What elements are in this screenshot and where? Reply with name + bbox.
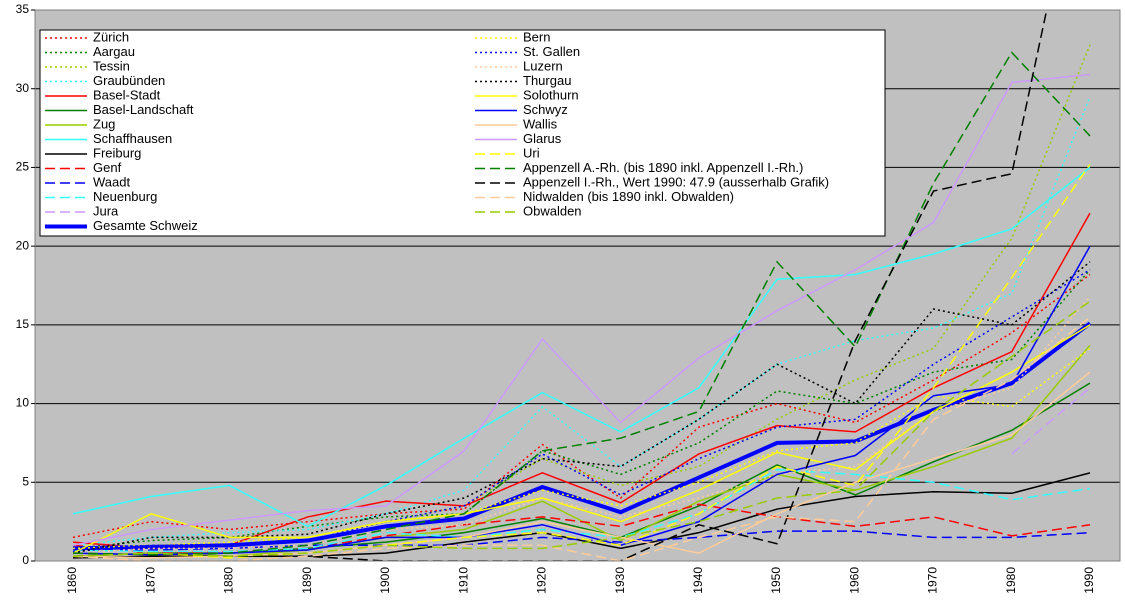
x-tick-label: 1960 — [847, 567, 861, 594]
legend-label: Nidwalden (bis 1890 inkl. Obwalden) — [523, 189, 734, 204]
legend-label: Glarus — [523, 131, 562, 146]
legend-label: Wallis — [523, 116, 558, 131]
series-line — [72, 163, 1091, 559]
series-line — [72, 468, 1091, 553]
legend-label: St. Gallen — [523, 44, 580, 59]
legend-label: Zürich — [93, 29, 129, 44]
series-line — [72, 347, 1091, 550]
series-line — [72, 212, 1091, 550]
series-line — [72, 269, 1091, 550]
x-tick-label: 1940 — [691, 567, 705, 594]
x-tick-label: 1920 — [535, 567, 549, 594]
x-tick-label: 1980 — [1004, 567, 1018, 594]
legend-label: Schaffhausen — [93, 131, 172, 146]
x-tick-label: 1950 — [769, 567, 783, 594]
series-line — [72, 73, 1091, 546]
legend-box — [39, 29, 886, 237]
x-tick-label: 1880 — [222, 567, 236, 594]
legend: ZürichAargauTessinGraubündenBasel-StadtB… — [39, 29, 886, 237]
series-line — [72, 321, 1092, 551]
x-tick-label: 1930 — [613, 567, 627, 594]
legend-label: Aargau — [93, 44, 135, 59]
lines — [72, 10, 1092, 561]
x-tick-label: 1890 — [300, 567, 314, 594]
y-tick-label: 30 — [16, 81, 30, 95]
legend-label: Freiburg — [93, 145, 141, 160]
legend-label: Genf — [93, 160, 122, 175]
legend-label: Neuenburg — [93, 189, 157, 204]
series-line — [72, 316, 1091, 561]
legend-label: Thurgau — [523, 73, 571, 88]
x-tick-label: 1910 — [456, 567, 470, 594]
series-line — [72, 273, 1091, 539]
legend-label: Basel-Stadt — [93, 87, 161, 102]
legend-label: Basel-Landschaft — [93, 102, 194, 117]
legend-label: Appenzell I.-Rh., Wert 1990: 47.9 (ausse… — [523, 174, 829, 189]
y-tick-label: 20 — [16, 238, 30, 252]
axes: 0 5 10 15 20 25 30 35 1860 1870 1880 1890 1900 1910 19… — [16, 2, 1097, 594]
x-tick-label: 1990 — [1082, 567, 1096, 594]
x-tick-label: 1970 — [926, 567, 940, 594]
series-line — [1011, 387, 1091, 455]
x-tick-label: 1870 — [143, 567, 157, 594]
series-line — [72, 324, 1091, 554]
series-line — [72, 51, 1091, 556]
legend-label: Jura — [93, 203, 119, 218]
legend-label: Graubünden — [93, 73, 165, 88]
series-line — [72, 300, 1091, 558]
plot-frame — [34, 9, 1121, 562]
legend-label: Uri — [523, 145, 540, 160]
x-tick-label: 1900 — [378, 567, 392, 594]
legend-label: Schwyz — [523, 102, 568, 117]
legend-label: Luzern — [523, 58, 563, 73]
y-tick-label: 35 — [16, 2, 30, 16]
y-tick-label: 25 — [16, 160, 30, 174]
legend-label: Tessin — [93, 58, 130, 73]
x-tick-label: 1860 — [65, 567, 79, 594]
legend-label: Zug — [93, 116, 115, 131]
legend-label: Solothurn — [523, 87, 579, 102]
y-tick-label: 15 — [16, 317, 30, 331]
y-tick-label: 10 — [16, 396, 30, 410]
y-tick-label: 0 — [22, 553, 29, 567]
legend-label: Obwalden — [523, 203, 582, 218]
series-line — [73, 530, 1091, 551]
series-line — [72, 166, 1091, 528]
series-line — [72, 245, 1091, 556]
series-line — [72, 269, 1091, 553]
series-line — [72, 96, 1091, 547]
legend-label: Gesamte Schweiz — [93, 218, 198, 233]
legend-label: Bern — [523, 29, 550, 44]
legend-label: Waadt — [93, 174, 130, 189]
y-tick-label: 5 — [22, 474, 29, 488]
legend-label: Appenzell A.-Rh. (bis 1890 inkl. Appenze… — [523, 160, 803, 175]
